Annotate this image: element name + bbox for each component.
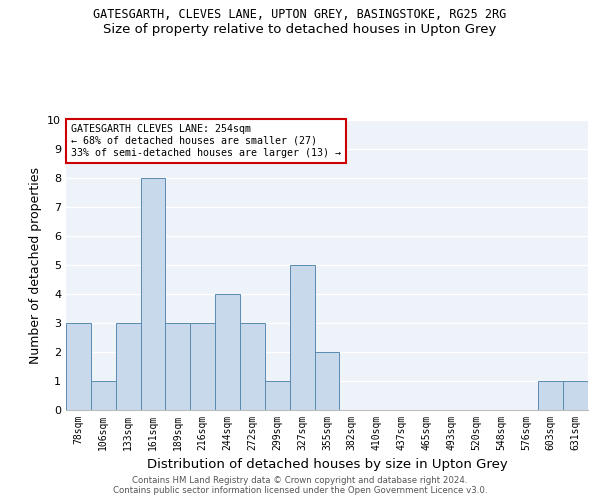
- Bar: [166, 323, 190, 410]
- Bar: [91, 381, 116, 410]
- Bar: [240, 323, 265, 410]
- Bar: [538, 381, 563, 410]
- Text: GATESGARTH, CLEVES LANE, UPTON GREY, BASINGSTOKE, RG25 2RG: GATESGARTH, CLEVES LANE, UPTON GREY, BAS…: [94, 8, 506, 20]
- Bar: [314, 352, 340, 410]
- Text: Contains HM Land Registry data © Crown copyright and database right 2024.
Contai: Contains HM Land Registry data © Crown c…: [113, 476, 487, 495]
- Bar: [66, 323, 91, 410]
- Text: GATESGARTH CLEVES LANE: 254sqm
← 68% of detached houses are smaller (27)
33% of : GATESGARTH CLEVES LANE: 254sqm ← 68% of …: [71, 124, 341, 158]
- Bar: [190, 323, 215, 410]
- Bar: [116, 323, 140, 410]
- Bar: [215, 294, 240, 410]
- Bar: [265, 381, 290, 410]
- Bar: [140, 178, 166, 410]
- X-axis label: Distribution of detached houses by size in Upton Grey: Distribution of detached houses by size …: [146, 458, 508, 471]
- Bar: [290, 265, 314, 410]
- Bar: [563, 381, 588, 410]
- Text: Size of property relative to detached houses in Upton Grey: Size of property relative to detached ho…: [103, 22, 497, 36]
- Y-axis label: Number of detached properties: Number of detached properties: [29, 166, 41, 364]
